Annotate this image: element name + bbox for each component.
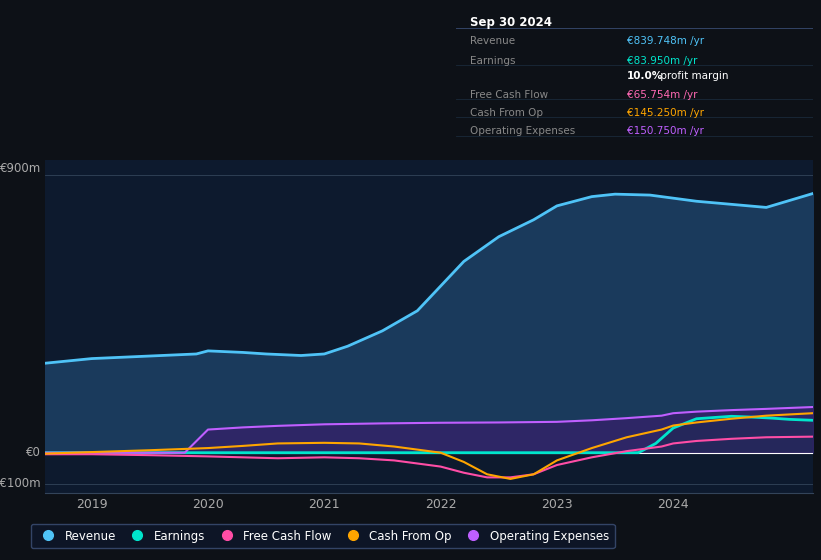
Text: €83.950m /yr: €83.950m /yr	[627, 57, 698, 67]
Text: -€100m: -€100m	[0, 477, 41, 490]
Text: €900m: €900m	[0, 162, 41, 175]
Text: €65.754m /yr: €65.754m /yr	[627, 90, 698, 100]
Text: Operating Expenses: Operating Expenses	[470, 127, 576, 137]
Text: Free Cash Flow: Free Cash Flow	[470, 90, 548, 100]
Text: Cash From Op: Cash From Op	[470, 108, 543, 118]
Text: 10.0%: 10.0%	[627, 71, 663, 81]
Legend: Revenue, Earnings, Free Cash Flow, Cash From Op, Operating Expenses: Revenue, Earnings, Free Cash Flow, Cash …	[30, 524, 615, 548]
Text: €150.750m /yr: €150.750m /yr	[627, 127, 704, 137]
Text: Revenue: Revenue	[470, 36, 515, 46]
Text: Earnings: Earnings	[470, 57, 516, 67]
Text: €839.748m /yr: €839.748m /yr	[627, 36, 704, 46]
Text: €0: €0	[26, 446, 41, 459]
Text: Sep 30 2024: Sep 30 2024	[470, 16, 552, 29]
Text: €145.250m /yr: €145.250m /yr	[627, 108, 704, 118]
Text: profit margin: profit margin	[658, 71, 729, 81]
